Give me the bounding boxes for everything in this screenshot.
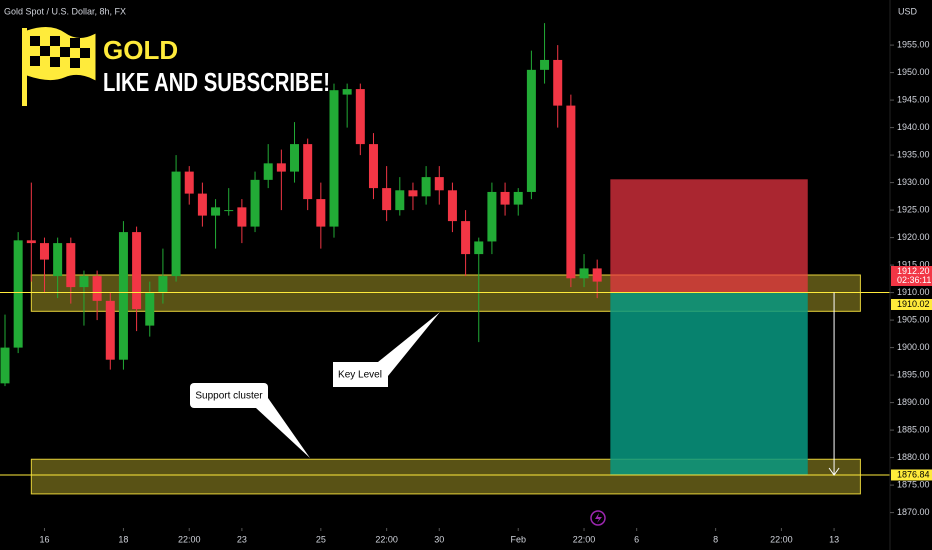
y-tick-label: 1875.00 [897,479,930,489]
candle-body [118,232,128,360]
candle-body [540,59,550,70]
price-tag-label: 1876.84 [897,469,930,479]
price-tag [891,298,932,310]
candle-body [526,69,536,192]
y-tick-label: 1890.00 [897,397,930,407]
x-tick-label: 8 [713,534,718,544]
candle-body [592,268,602,282]
candle-body [39,243,49,260]
x-tick-label: 6 [634,534,639,544]
y-tick-label: 1950.00 [897,67,930,77]
candle-body [171,171,181,277]
subheadline: LIKE AND SUBSCRIBE! [103,67,330,97]
candle-body [276,163,286,172]
candle-body [579,268,589,279]
countdown: 02:36:11 [897,275,931,285]
candle-body [224,210,234,212]
x-tick-label: 22:00 [770,534,793,544]
stop-zone [610,179,808,293]
candle-body [395,190,405,211]
x-tick-label: Feb [510,534,526,544]
candle-body [368,144,378,189]
plot [0,23,890,495]
candle-body [382,188,392,211]
candle-body [197,193,207,216]
candle-body [553,59,563,106]
candle-body [250,179,260,227]
candle-body [13,240,23,348]
price-tag-label: 1912.20 [897,266,930,276]
x-tick-label: 23 [237,534,247,544]
headline: GOLD [103,35,178,65]
candle-body [66,243,76,288]
candle-body [263,163,273,180]
y-tick-label: 1920.00 [897,232,930,242]
arrow-head [828,467,840,476]
candle-body [447,190,457,222]
candle-body [211,207,221,216]
candle-body [290,144,300,172]
candle-body [461,221,471,255]
candle-body [408,190,418,197]
target-zone [610,292,808,475]
candle-body [158,276,168,293]
x-tick-label: 13 [829,534,839,544]
x-tick-label: 22:00 [375,534,398,544]
x-tick-label: 22:00 [178,534,201,544]
replay-icon [590,510,606,526]
annotation: Support cluster [195,391,263,402]
candle-body [355,89,365,145]
y-tick-label: 1945.00 [897,94,930,104]
y-tick-label: 1935.00 [897,149,930,159]
y-tick-label: 1955.00 [897,39,930,49]
candle-body [237,207,247,227]
flag-icon [22,27,96,106]
candle-body [53,243,63,277]
x-tick-label: 16 [39,534,49,544]
price-tag [891,469,932,481]
y-tick-label: 1870.00 [897,507,930,517]
candle-body [566,105,576,279]
candle-body [487,191,497,242]
y-tick-label: 1880.00 [897,452,930,462]
candle-body [316,199,326,227]
candle-body [184,171,194,194]
candle-body [500,191,510,205]
y-tick-label: 1910.00 [897,287,930,297]
callout: Support cluster [190,383,310,458]
annotation: Key Level [338,370,382,381]
candle-body [132,232,142,310]
candle-body [513,191,523,205]
y-tick-label: 1930.00 [897,177,930,187]
candle-body [26,240,36,244]
y-tick-label: 1915.00 [897,259,930,269]
candle-body [92,276,102,301]
y-tick-label: 1925.00 [897,204,930,214]
callout: Key Level [333,312,440,387]
currency: USD [898,6,918,16]
x-tick-label: 30 [434,534,444,544]
y-tick-label: 1900.00 [897,342,930,352]
candle-body [105,300,115,360]
candle-body [434,177,444,191]
x-tick-label: 25 [316,534,326,544]
x-tick-label: 18 [118,534,128,544]
candle-body [145,292,155,326]
candle-body [421,177,431,197]
y-tick-label: 1905.00 [897,314,930,324]
x-tick-label: 22:00 [573,534,596,544]
candle-body [79,276,89,288]
y-tick-label: 1885.00 [897,424,930,434]
candle-body [329,90,339,227]
candle-body [342,89,352,95]
candle-body [303,144,313,200]
candle-body [0,347,10,384]
y-tick-label: 1895.00 [897,369,930,379]
y-tick-label: 1940.00 [897,122,930,132]
candle-body [474,241,484,255]
price-tag-label: 1910.02 [897,299,930,309]
price-tag [891,266,932,286]
chart-title: Gold Spot / U.S. Dollar, 8h, FX [4,6,126,16]
